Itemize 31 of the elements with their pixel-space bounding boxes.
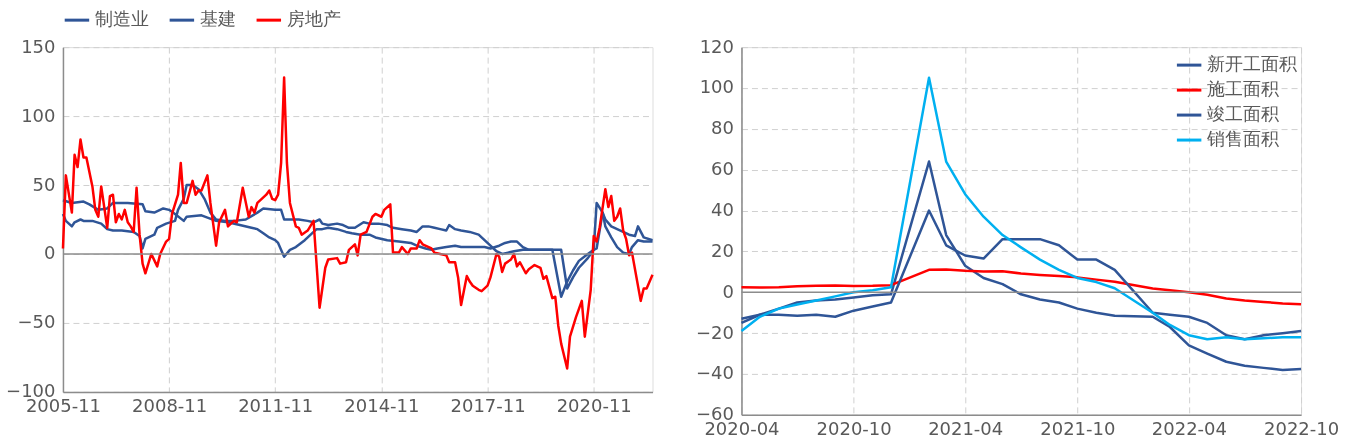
y-tick-label: 20 xyxy=(711,239,734,261)
legend-label: 基建 xyxy=(199,8,236,30)
y-tick-label: −50 xyxy=(17,311,56,333)
y-tick-label: 100 xyxy=(699,76,734,98)
x-tick-label: 2017-11 xyxy=(450,395,526,417)
x-tick-label: 2020-11 xyxy=(556,395,632,417)
y-tick-label: 60 xyxy=(711,158,734,180)
x-tick-label: 2011-11 xyxy=(238,395,314,417)
x-tick-label: 2008-11 xyxy=(132,395,208,417)
x-tick-label: 2021-04 xyxy=(928,418,1004,440)
legend-label: 新开工面积 xyxy=(1207,53,1298,75)
legend-label: 制造业 xyxy=(94,8,149,30)
legend-label: 销售面积 xyxy=(1206,128,1280,150)
x-tick-label: 2020-10 xyxy=(816,418,892,440)
y-tick-label: 0 xyxy=(44,242,56,264)
x-tick-label: 2014-11 xyxy=(344,395,420,417)
legend-label: 施工面积 xyxy=(1207,78,1280,100)
y-tick-label: −20 xyxy=(696,321,734,343)
y-tick-label: 50 xyxy=(32,173,56,195)
y-tick-label: −40 xyxy=(696,362,734,384)
x-tick-label: 2022-10 xyxy=(1264,418,1340,440)
y-tick-label: 100 xyxy=(21,104,56,126)
y-tick-label: 0 xyxy=(722,280,734,302)
y-tick-label: 80 xyxy=(711,117,734,139)
x-tick-label: 2022-04 xyxy=(1151,418,1227,440)
legend-label: 竣工面积 xyxy=(1207,103,1280,125)
legend-label: 房地产 xyxy=(286,8,341,30)
y-tick-label: 120 xyxy=(699,35,734,57)
x-tick-label: 2021-10 xyxy=(1040,418,1116,440)
y-tick-label: 40 xyxy=(711,199,734,221)
y-tick-label: 150 xyxy=(21,35,56,57)
